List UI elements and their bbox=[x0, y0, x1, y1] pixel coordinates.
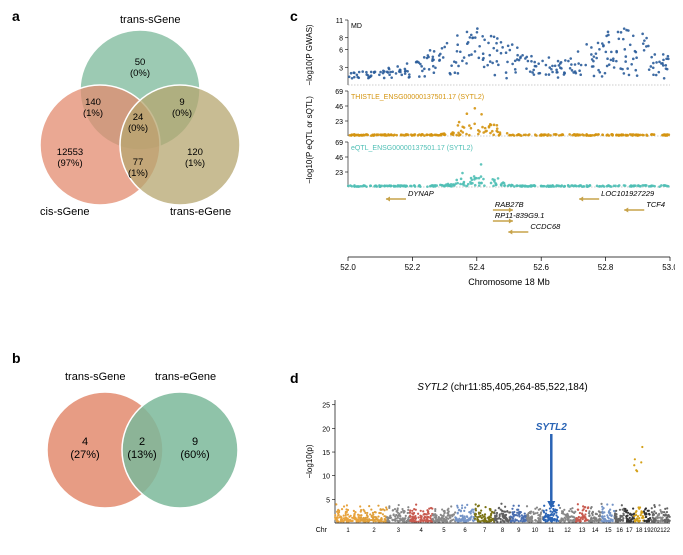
svg-text:23: 23 bbox=[335, 119, 343, 126]
svg-text:120: 120 bbox=[187, 147, 203, 158]
svg-text:11: 11 bbox=[548, 528, 555, 534]
svg-text:−log10(P eQTL or sQTL): −log10(P eQTL or sQTL) bbox=[305, 96, 314, 184]
svg-text:14: 14 bbox=[592, 528, 599, 534]
svg-text:(60%): (60%) bbox=[180, 449, 209, 461]
svg-text:23: 23 bbox=[335, 170, 343, 177]
svg-text:10: 10 bbox=[532, 528, 539, 534]
svg-text:8: 8 bbox=[339, 36, 343, 43]
svg-text:trans-sGene: trans-sGene bbox=[65, 371, 126, 383]
svg-text:52.0: 52.0 bbox=[340, 263, 356, 272]
svg-text:4: 4 bbox=[420, 528, 424, 534]
svg-text:52.4: 52.4 bbox=[469, 263, 485, 272]
panel-a-venn: trans-sGenecis-sGenetrans-eGene50(0%)140… bbox=[30, 15, 250, 225]
svg-text:5: 5 bbox=[442, 528, 446, 534]
svg-text:77: 77 bbox=[133, 157, 144, 168]
svg-text:trans-eGene: trans-eGene bbox=[155, 371, 216, 383]
svg-text:TCF4: TCF4 bbox=[646, 200, 665, 209]
svg-text:2: 2 bbox=[372, 528, 376, 534]
svg-text:46: 46 bbox=[335, 104, 343, 111]
svg-text:20: 20 bbox=[322, 426, 330, 433]
panel-d-manhattan: SYTL2 (chr11:85,405,264-85,522,184)51015… bbox=[300, 378, 675, 548]
svg-text:9: 9 bbox=[192, 436, 198, 448]
svg-text:140: 140 bbox=[85, 97, 101, 108]
svg-text:(27%): (27%) bbox=[70, 449, 99, 461]
svg-text:15: 15 bbox=[322, 450, 330, 457]
svg-text:18: 18 bbox=[636, 528, 643, 534]
svg-text:1: 1 bbox=[346, 528, 350, 534]
svg-text:50: 50 bbox=[135, 57, 146, 68]
svg-text:SYTL2 (chr11:85,405,264-85,52: SYTL2 (chr11:85,405,264-85,522,184) bbox=[417, 382, 588, 393]
svg-text:SYTL2: SYTL2 bbox=[536, 422, 568, 433]
svg-text:7: 7 bbox=[483, 528, 487, 534]
svg-text:(1%): (1%) bbox=[83, 108, 103, 119]
svg-text:12553: 12553 bbox=[57, 147, 83, 158]
svg-text:8: 8 bbox=[501, 528, 505, 534]
svg-text:52.8: 52.8 bbox=[598, 263, 614, 272]
svg-text:52.2: 52.2 bbox=[405, 263, 421, 272]
svg-text:(1%): (1%) bbox=[185, 158, 205, 169]
svg-text:13: 13 bbox=[579, 528, 586, 534]
svg-text:−log10(p): −log10(p) bbox=[305, 444, 314, 478]
svg-text:(0%): (0%) bbox=[130, 68, 150, 79]
svg-text:trans-eGene: trans-eGene bbox=[170, 206, 231, 218]
svg-text:3: 3 bbox=[339, 65, 343, 72]
svg-text:46: 46 bbox=[335, 155, 343, 162]
svg-text:16: 16 bbox=[616, 528, 623, 534]
panel-b-label: b bbox=[12, 350, 21, 366]
svg-text:THISTLE_ENSG00000137501.17 (SY: THISTLE_ENSG00000137501.17 (SYTL2) bbox=[351, 94, 484, 101]
svg-text:52.6: 52.6 bbox=[533, 263, 549, 272]
svg-text:25: 25 bbox=[322, 403, 330, 410]
svg-text:Chromosome 18 Mb: Chromosome 18 Mb bbox=[468, 277, 550, 287]
svg-text:DYNAP: DYNAP bbox=[408, 189, 434, 198]
svg-text:(0%): (0%) bbox=[172, 108, 192, 119]
svg-text:MD: MD bbox=[351, 23, 362, 30]
panel-a-label: a bbox=[12, 8, 20, 24]
panel-b-venn: trans-sGene trans-eGene 4(27%) 2(13%) 9(60%) bbox=[30, 365, 260, 535]
svg-text:−log10(P GWAS): −log10(P GWAS) bbox=[305, 24, 314, 85]
svg-text:eQTL_ENSG00000137501.17 (SYTL2: eQTL_ENSG00000137501.17 (SYTL2) bbox=[351, 145, 473, 152]
svg-text:RP11-839G9.1: RP11-839G9.1 bbox=[495, 211, 544, 220]
svg-text:17: 17 bbox=[626, 528, 633, 534]
svg-text:22: 22 bbox=[663, 528, 670, 534]
svg-text:3: 3 bbox=[397, 528, 401, 534]
svg-text:Chr: Chr bbox=[316, 527, 328, 534]
svg-text:(1%): (1%) bbox=[128, 168, 148, 179]
svg-text:24: 24 bbox=[133, 112, 144, 123]
svg-text:9: 9 bbox=[179, 97, 184, 108]
svg-text:9: 9 bbox=[517, 528, 521, 534]
svg-text:12: 12 bbox=[564, 528, 571, 534]
panel-c-locus: 3 6 8 11 MD 23 46 69 THISTLE_ENSG00000137501.17 … bbox=[300, 15, 675, 340]
svg-text:15: 15 bbox=[605, 528, 612, 534]
svg-text:(97%): (97%) bbox=[57, 158, 82, 169]
svg-text:4: 4 bbox=[82, 436, 88, 448]
svg-text:10: 10 bbox=[322, 474, 330, 481]
svg-text:6: 6 bbox=[463, 528, 467, 534]
svg-text:69: 69 bbox=[335, 89, 343, 96]
svg-text:53.0: 53.0 bbox=[662, 263, 675, 272]
svg-text:CCDC68: CCDC68 bbox=[530, 222, 561, 231]
svg-text:11: 11 bbox=[336, 18, 343, 25]
svg-text:2: 2 bbox=[139, 436, 145, 448]
svg-text:(0%): (0%) bbox=[128, 123, 148, 134]
svg-text:(13%): (13%) bbox=[127, 449, 156, 461]
panel-d-label: d bbox=[290, 370, 299, 386]
svg-text:RAB27B: RAB27B bbox=[495, 200, 524, 209]
svg-text:trans-sGene: trans-sGene bbox=[120, 15, 181, 26]
svg-text:cis-sGene: cis-sGene bbox=[40, 206, 90, 218]
panel-c-label: c bbox=[290, 8, 298, 24]
svg-text:5: 5 bbox=[326, 497, 330, 504]
svg-text:69: 69 bbox=[335, 140, 343, 147]
svg-text:LOC101927229: LOC101927229 bbox=[601, 189, 655, 198]
svg-text:6: 6 bbox=[339, 48, 343, 55]
